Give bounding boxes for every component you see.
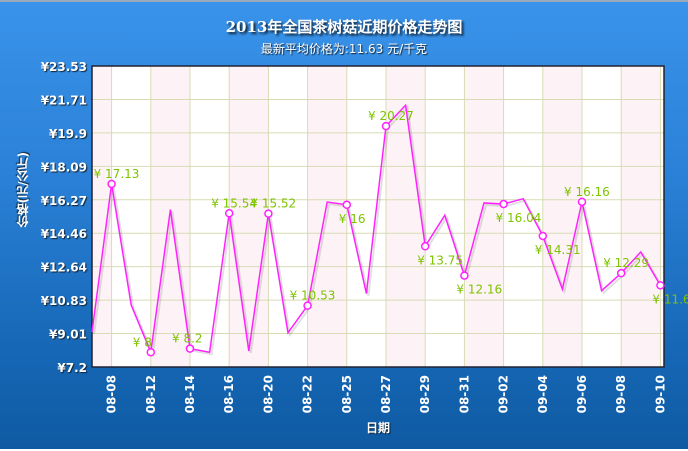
data-point xyxy=(381,121,391,131)
data-label: ¥ 11.63 xyxy=(652,292,688,306)
y-tick-label: ¥23.53 xyxy=(41,60,87,74)
x-tick-label: 08-20 xyxy=(261,375,275,413)
plot-border xyxy=(91,65,665,368)
data-point xyxy=(420,242,430,251)
data-point xyxy=(656,281,665,290)
column-band xyxy=(229,66,269,367)
chart-title: 2013年全国茶树菇近期价格走势图 xyxy=(225,18,463,36)
data-point xyxy=(264,209,273,218)
data-label: ¥ 12.29 xyxy=(603,256,649,270)
x-tick-label: 09-06 xyxy=(575,375,589,413)
column-band xyxy=(542,66,582,367)
data-label: ¥ 10.53 xyxy=(290,289,336,303)
data-point xyxy=(538,231,548,241)
x-tick-label: 08-14 xyxy=(183,375,197,413)
data-label: ¥ 12.16 xyxy=(456,283,502,297)
data-label: ¥ 13.75 xyxy=(417,253,463,267)
y-axis-label: 价格(元/公斤) xyxy=(16,152,30,228)
y-tick-label: ¥16.27 xyxy=(41,194,87,208)
data-point xyxy=(185,344,195,353)
data-point xyxy=(107,179,116,189)
x-tick-label: 09-02 xyxy=(497,375,511,413)
x-axis-label: 日期 xyxy=(365,421,390,435)
x-tick-label: 08-12 xyxy=(144,375,158,413)
data-point xyxy=(342,200,352,210)
column-band xyxy=(621,66,661,367)
data-point xyxy=(616,268,626,278)
y-tick-label: ¥14.46 xyxy=(41,227,87,241)
column-band xyxy=(464,66,504,367)
x-tick-label: 08-31 xyxy=(457,375,471,413)
x-tick-label: 08-29 xyxy=(418,375,432,413)
data-label: ¥ 15.54 xyxy=(211,196,257,210)
x-tick-label: 09-08 xyxy=(614,375,628,413)
data-label: ¥ 15.52 xyxy=(250,197,296,211)
y-tick-label: ¥19.9 xyxy=(49,127,87,141)
series-line-shadow xyxy=(93,105,664,359)
data-label: ¥ 8.2 xyxy=(172,332,203,346)
series-line xyxy=(91,103,662,356)
data-label: ¥ 14.31 xyxy=(535,243,581,257)
y-tick-label: ¥12.64 xyxy=(41,261,87,275)
column-band xyxy=(307,66,347,367)
data-point xyxy=(577,197,587,207)
data-label: ¥ 17.13 xyxy=(94,167,140,181)
column-band xyxy=(386,66,426,367)
data-label: ¥ 16.16 xyxy=(564,185,610,199)
data-point xyxy=(224,209,234,218)
y-tick-label: ¥9.01 xyxy=(49,328,87,342)
x-tick-label: 08-22 xyxy=(301,375,315,413)
data-label: ¥ 20.27 xyxy=(368,109,414,123)
chart-subtitle: 最新平均价格为:11.63 元/千克 xyxy=(260,42,428,56)
x-tick-label: 08-16 xyxy=(222,375,236,413)
x-tick-label: 08-25 xyxy=(340,375,354,413)
x-tick-label: 08-08 xyxy=(105,375,119,413)
data-point xyxy=(146,348,156,357)
x-tick-label: 08-27 xyxy=(379,375,393,413)
data-point xyxy=(460,271,469,280)
y-tick-label: ¥7.2 xyxy=(57,361,87,375)
data-label: ¥ 8 xyxy=(133,335,152,349)
data-point xyxy=(499,199,508,209)
data-label: ¥ 16.04 xyxy=(496,211,542,225)
y-tick-label: ¥18.09 xyxy=(41,160,87,174)
column-band xyxy=(150,66,190,367)
x-tick-label: 09-10 xyxy=(653,375,667,413)
data-point xyxy=(303,301,312,310)
x-tick-label: 09-04 xyxy=(536,375,550,413)
y-tick-label: ¥10.83 xyxy=(41,294,87,308)
y-tick-label: ¥21.71 xyxy=(41,93,87,107)
data-label: ¥ 16 xyxy=(339,212,366,226)
